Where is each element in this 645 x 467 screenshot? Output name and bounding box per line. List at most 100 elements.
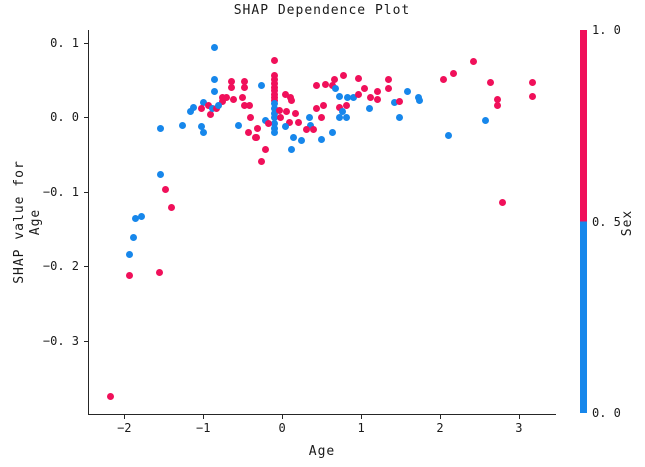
- scatter-point: [365, 104, 373, 112]
- x-tick-mark: [282, 415, 284, 419]
- scatter-point: [282, 91, 289, 99]
- y-tick-label: 0. 1: [50, 35, 79, 50]
- y-tick-mark: [84, 266, 88, 268]
- scatter-point: [262, 145, 270, 153]
- scatter-point: [132, 214, 140, 222]
- scatter-point: [218, 97, 226, 105]
- x-tick-mark: [439, 415, 441, 419]
- scatter-point: [338, 107, 346, 115]
- colorbar-tick-label: 1. 0: [592, 23, 621, 37]
- scatter-point: [390, 98, 398, 106]
- scatter-point: [275, 106, 283, 114]
- y-tick-label: 0. 0: [50, 110, 79, 125]
- x-tick-mark: [124, 415, 126, 419]
- colorbar-tick-label: 0. 0: [592, 406, 621, 420]
- x-tick-label: 3: [515, 421, 523, 435]
- scatter-point: [155, 269, 163, 277]
- x-tick-label: −1: [195, 421, 211, 435]
- scatter-point: [487, 79, 495, 87]
- scatter-point: [439, 76, 447, 84]
- scatter-point: [277, 113, 285, 121]
- scatter-point: [156, 124, 164, 132]
- scatter-point: [374, 87, 382, 95]
- scatter-point: [285, 118, 293, 126]
- scatter-point: [227, 77, 235, 85]
- scatter-point: [317, 135, 325, 143]
- scatter-point: [450, 69, 458, 77]
- scatter-point: [403, 87, 411, 95]
- scatter-point: [245, 101, 253, 109]
- scatter-point: [445, 131, 453, 139]
- scatter-point: [190, 103, 198, 111]
- scatter-point: [270, 109, 278, 117]
- scatter-point: [210, 75, 218, 83]
- scatter-point: [210, 43, 218, 51]
- scatter-point: [270, 124, 278, 132]
- y-tick-mark: [84, 117, 88, 119]
- scatter-point: [499, 198, 507, 206]
- scatter-point: [130, 234, 138, 242]
- x-tick-label: 2: [436, 421, 444, 435]
- scatter-point: [222, 94, 230, 102]
- x-tick-mark: [203, 415, 205, 419]
- scatter-point: [302, 126, 310, 134]
- scatter-point: [137, 212, 145, 220]
- scatter-point: [270, 56, 278, 64]
- scatter-point: [204, 101, 212, 109]
- scatter-point: [270, 104, 278, 112]
- x-tick-mark: [361, 415, 363, 419]
- scatter-point: [295, 118, 303, 126]
- scatter-point: [240, 83, 248, 91]
- scatter-point: [373, 95, 381, 103]
- scatter-point: [396, 97, 404, 105]
- y-tick-label: −0. 3: [42, 333, 79, 348]
- scatter-point: [312, 81, 320, 89]
- scatter-point: [199, 129, 207, 137]
- scatter-point: [207, 111, 215, 119]
- scatter-point: [125, 272, 133, 280]
- scatter-point: [218, 93, 226, 101]
- scatter-point: [247, 114, 255, 122]
- scatter-point: [210, 88, 218, 96]
- scatter-point: [317, 114, 325, 122]
- colorbar: [580, 30, 587, 413]
- scatter-point: [336, 92, 344, 100]
- scatter-point: [162, 185, 170, 193]
- scatter-point: [229, 95, 237, 103]
- scatter-point: [331, 84, 339, 92]
- scatter-point: [287, 96, 295, 104]
- scatter-point: [529, 78, 537, 86]
- scatter-point: [270, 80, 278, 88]
- y-tick-label: −0. 1: [42, 184, 79, 199]
- scatter-point: [297, 136, 305, 144]
- colorbar-label-text: Sex: [620, 209, 635, 237]
- scatter-point: [354, 74, 362, 82]
- chart-title: SHAP Dependence Plot: [233, 3, 411, 18]
- scatter-point: [360, 84, 368, 92]
- scatter-point: [106, 392, 114, 400]
- x-tick-label: 1: [357, 421, 365, 435]
- scatter-point: [198, 123, 206, 131]
- scatter-point: [469, 57, 477, 65]
- scatter-point: [529, 92, 537, 100]
- scatter-point: [493, 101, 501, 109]
- scatter-point: [287, 145, 295, 153]
- scatter-point: [258, 158, 266, 166]
- y-tick-label: −0. 2: [42, 259, 79, 274]
- scatter-point: [240, 77, 248, 85]
- scatter-point: [227, 83, 235, 91]
- x-tick-label: 0: [278, 421, 286, 435]
- scatter-point: [367, 94, 375, 102]
- scatter-point: [336, 103, 344, 111]
- scatter-point: [289, 134, 297, 142]
- scatter-point: [240, 102, 248, 110]
- scatter-point: [416, 97, 424, 105]
- scatter-point: [257, 81, 265, 89]
- scatter-point: [342, 114, 350, 122]
- scatter-point: [238, 94, 246, 102]
- y-tick-mark: [84, 340, 88, 342]
- y-tick-mark: [84, 42, 88, 44]
- scatter-point: [396, 113, 404, 121]
- y-tick-mark: [84, 191, 88, 193]
- scatter-point: [199, 99, 207, 107]
